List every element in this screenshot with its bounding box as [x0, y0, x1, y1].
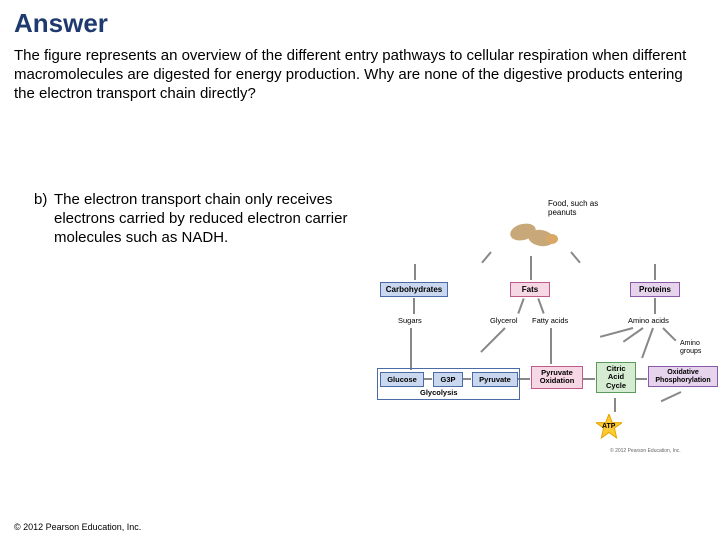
arrow: [641, 328, 654, 359]
proc-pyruvate-oxidation: Pyruvate Oxidation: [531, 366, 583, 389]
macro-proteins: Proteins: [630, 282, 680, 297]
proc-g3p: G3P: [433, 372, 463, 387]
glycolysis-label: Glycolysis: [420, 388, 458, 397]
proc-citric-acid-cycle: Citric Acid Cycle: [596, 362, 636, 393]
arrow: [424, 378, 432, 380]
arrow: [654, 264, 656, 280]
arrow: [410, 328, 412, 370]
arrow: [550, 328, 552, 364]
arrow: [662, 327, 676, 341]
proc-glucose: Glucose: [380, 372, 424, 387]
macro-carbohydrates: Carbohydrates: [380, 282, 448, 297]
proc-pyruvate: Pyruvate: [472, 372, 518, 387]
sub-sugars: Sugars: [398, 316, 422, 325]
arrow: [481, 251, 492, 263]
amino-groups-label: Amino groups: [680, 340, 701, 355]
atp-label: ATP: [602, 423, 615, 430]
macro-fats: Fats: [510, 282, 550, 297]
answer-row: b) The electron transport chain only rec…: [14, 191, 384, 247]
sub-amino-acids: Amino acids: [628, 316, 669, 325]
answer-option-label: b): [14, 191, 44, 208]
question-text: The figure represents an overview of the…: [0, 43, 720, 111]
copyright-text: © 2012 Pearson Education, Inc.: [14, 522, 141, 532]
metabolism-diagram: Food, such as peanuts Carbohydrates Fats…: [380, 200, 710, 470]
arrow: [480, 327, 505, 352]
proc-oxidative-phosphorylation: Oxidative Phosphorylation: [648, 366, 718, 387]
arrow: [518, 378, 530, 380]
page-title: Answer: [0, 0, 720, 43]
arrow: [414, 264, 416, 280]
arrow: [463, 378, 471, 380]
arrow: [537, 298, 544, 314]
arrow: [570, 251, 581, 263]
arrow: [614, 398, 616, 412]
food-label: Food, such as peanuts: [548, 200, 598, 218]
peanut-nut-icon: [546, 234, 558, 244]
arrow: [636, 378, 647, 380]
arrow: [661, 391, 682, 402]
answer-text: The electron transport chain only receiv…: [44, 191, 384, 247]
arrow: [517, 298, 524, 314]
arrow: [413, 298, 415, 314]
arrow: [583, 378, 595, 380]
sub-fatty-acids: Fatty acids: [532, 316, 568, 325]
arrow: [654, 298, 656, 314]
sub-glycerol: Glycerol: [490, 316, 518, 325]
arrow: [530, 256, 532, 280]
diagram-credit: © 2012 Pearson Education, Inc.: [610, 448, 681, 454]
